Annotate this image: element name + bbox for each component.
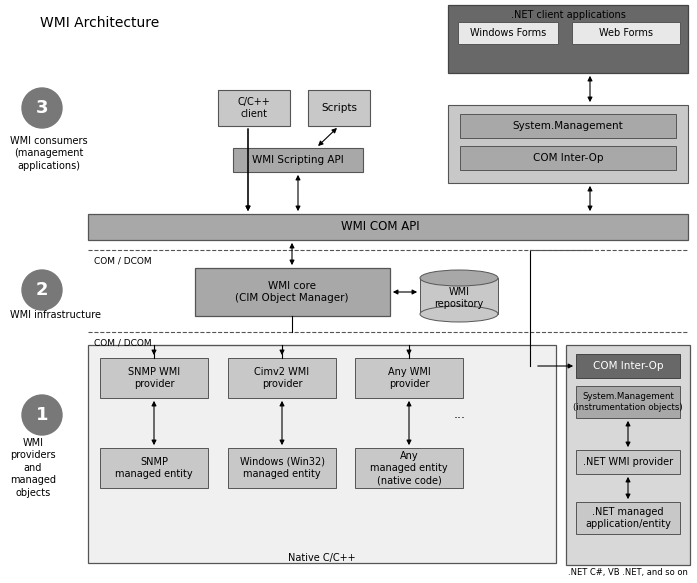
Text: WMI
providers
and
managed
objects: WMI providers and managed objects [10, 438, 56, 498]
Bar [572, 22, 680, 44]
Text: WMI infrastructure: WMI infrastructure [10, 310, 101, 320]
Text: WMI
repository: WMI repository [434, 287, 484, 309]
Text: .NET managed
application/entity: .NET managed application/entity [585, 507, 671, 529]
Text: .NET client applications: .NET client applications [511, 10, 625, 20]
Bar [460, 114, 676, 138]
Text: SNMP
managed entity: SNMP managed entity [115, 457, 193, 479]
Text: C/C++
client: C/C++ client [238, 97, 270, 119]
Bar [88, 345, 556, 563]
Text: WMI Scripting API: WMI Scripting API [252, 155, 344, 165]
Text: 2: 2 [36, 281, 48, 299]
Bar [576, 450, 680, 474]
Text: Windows Forms: Windows Forms [470, 28, 546, 38]
Bar [448, 105, 688, 183]
Bar [355, 358, 463, 398]
Bar [218, 90, 290, 126]
Bar [566, 345, 690, 565]
Bar [576, 502, 680, 534]
Text: WMI consumers
(management
applications): WMI consumers (management applications) [10, 136, 88, 171]
Text: Native C/C++: Native C/C++ [288, 553, 355, 563]
Text: Any WMI
provider: Any WMI provider [388, 367, 430, 389]
Text: .NET C#, VB .NET, and so on: .NET C#, VB .NET, and so on [568, 567, 688, 577]
Text: WMI Architecture: WMI Architecture [40, 16, 160, 30]
Bar [195, 268, 390, 316]
Bar [228, 448, 336, 488]
Text: COM Inter-Op: COM Inter-Op [592, 361, 664, 371]
Text: COM / DCOM: COM / DCOM [94, 338, 152, 347]
Text: 3: 3 [36, 99, 48, 117]
Bar [458, 22, 558, 44]
Bar [576, 354, 680, 378]
Bar [448, 5, 688, 73]
Text: System.Management: System.Management [512, 121, 623, 131]
Text: Any
managed entity
(native code): Any managed entity (native code) [370, 451, 447, 486]
Text: 1: 1 [36, 406, 48, 424]
Text: .NET WMI provider: .NET WMI provider [583, 457, 673, 467]
Text: COM / DCOM: COM / DCOM [94, 256, 152, 265]
Text: COM Inter-Op: COM Inter-Op [533, 153, 603, 163]
Text: WMI COM API: WMI COM API [341, 220, 420, 234]
Text: Web Forms: Web Forms [599, 28, 653, 38]
Text: SNMP WMI
provider: SNMP WMI provider [128, 367, 180, 389]
Text: ...: ... [454, 409, 466, 422]
Circle shape [22, 395, 62, 435]
Bar [100, 448, 208, 488]
Circle shape [22, 88, 62, 128]
Bar [88, 214, 688, 240]
Ellipse shape [420, 270, 498, 286]
Bar [233, 148, 363, 172]
Text: Cimv2 WMI
provider: Cimv2 WMI provider [254, 367, 309, 389]
Bar [576, 386, 680, 418]
Bar [355, 448, 463, 488]
Bar [228, 358, 336, 398]
Ellipse shape [420, 306, 498, 322]
Text: WMI core
(CIM Object Manager): WMI core (CIM Object Manager) [236, 281, 348, 303]
Bar [460, 146, 676, 170]
Bar [308, 90, 370, 126]
Circle shape [22, 270, 62, 310]
Bar [420, 278, 498, 314]
Text: System.Management
(instrumentation objects): System.Management (instrumentation objec… [573, 392, 683, 412]
Bar [100, 358, 208, 398]
Text: Windows (Win32)
managed entity: Windows (Win32) managed entity [240, 457, 325, 479]
Text: Scripts: Scripts [321, 103, 357, 113]
